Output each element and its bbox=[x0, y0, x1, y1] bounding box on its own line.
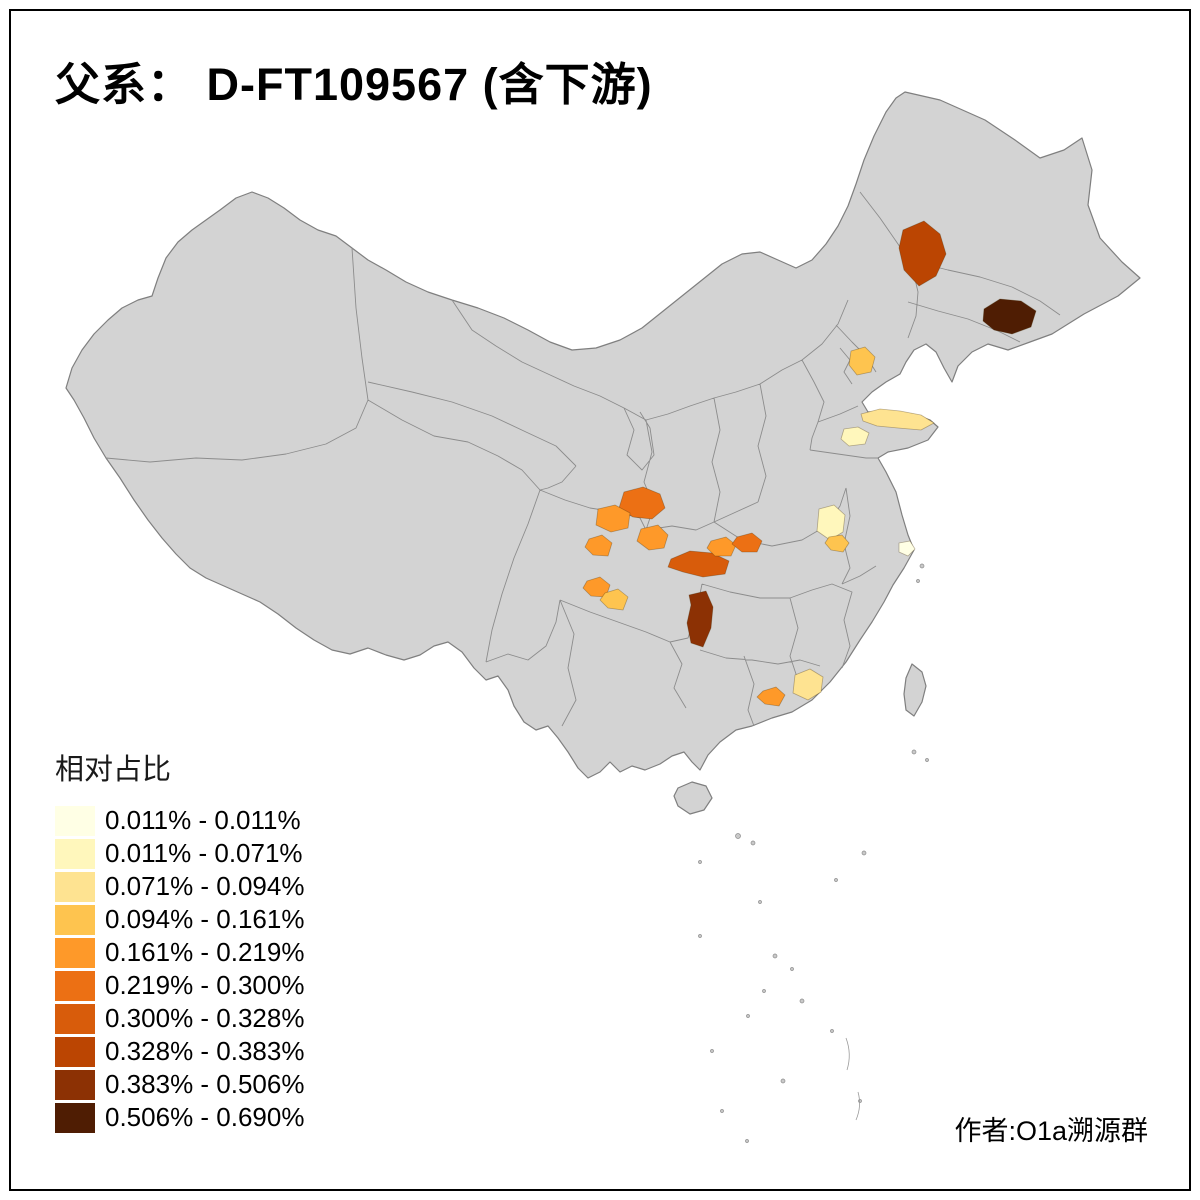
map-region bbox=[898, 220, 947, 287]
map-region bbox=[584, 534, 613, 557]
legend-label: 0.383% - 0.506% bbox=[105, 1069, 305, 1099]
legend-swatch bbox=[55, 871, 95, 902]
map-region bbox=[898, 540, 916, 557]
map-region bbox=[840, 426, 870, 447]
map-region bbox=[636, 524, 669, 551]
legend-swatch bbox=[55, 805, 95, 836]
legend-swatch bbox=[55, 1102, 95, 1133]
page-title: 父系： D-FT109567 (含下游) bbox=[55, 59, 653, 110]
map-region bbox=[686, 590, 714, 648]
taiwan-island bbox=[903, 663, 927, 717]
map-region bbox=[756, 686, 786, 707]
map-region bbox=[848, 346, 876, 376]
legend-label: 0.011% - 0.071% bbox=[105, 838, 303, 868]
legend-swatch bbox=[55, 937, 95, 968]
legend-label: 0.219% - 0.300% bbox=[105, 970, 305, 1000]
map-region bbox=[599, 588, 629, 611]
map-region bbox=[816, 504, 846, 541]
legend-row: 0.011% - 0.071% bbox=[55, 837, 304, 870]
china-outline bbox=[65, 91, 1141, 779]
legend-row: 0.383% - 0.506% bbox=[55, 1068, 304, 1101]
legend-row: 0.219% - 0.300% bbox=[55, 969, 304, 1002]
legend-title: 相对占比 bbox=[55, 754, 172, 786]
legend-swatch bbox=[55, 904, 95, 935]
legend-label: 0.300% - 0.328% bbox=[105, 1003, 305, 1033]
map-region bbox=[731, 532, 763, 553]
legend-label: 0.328% - 0.383% bbox=[105, 1036, 305, 1066]
south-china-sea-islands bbox=[698, 563, 929, 1143]
map-region bbox=[860, 408, 935, 431]
map-region bbox=[706, 536, 737, 557]
map-region bbox=[792, 668, 824, 701]
legend-row: 0.011% - 0.011% bbox=[55, 804, 304, 837]
legend-label: 0.161% - 0.219% bbox=[105, 937, 305, 967]
map-region bbox=[824, 534, 850, 553]
map-region bbox=[595, 504, 631, 533]
legend-swatch bbox=[55, 970, 95, 1001]
legend-swatch bbox=[55, 1003, 95, 1034]
legend-label: 0.094% - 0.161% bbox=[105, 904, 305, 934]
legend-swatch bbox=[55, 838, 95, 869]
map-region bbox=[667, 550, 730, 578]
legend-row: 0.300% - 0.328% bbox=[55, 1002, 304, 1035]
legend-row: 0.506% - 0.690% bbox=[55, 1101, 304, 1134]
legend-row: 0.094% - 0.161% bbox=[55, 903, 304, 936]
legend-label: 0.071% - 0.094% bbox=[105, 871, 305, 901]
legend-row: 0.328% - 0.383% bbox=[55, 1035, 304, 1068]
legend-row: 0.161% - 0.219% bbox=[55, 936, 304, 969]
legend-row: 0.071% - 0.094% bbox=[55, 870, 304, 903]
legend: 相对占比 0.011% - 0.011% 0.011% - 0.071% 0.0… bbox=[55, 746, 304, 1134]
legend-swatch bbox=[55, 1036, 95, 1067]
author-credit: 作者:O1a溯源群 bbox=[954, 1116, 1148, 1146]
map-region bbox=[982, 298, 1037, 335]
legend-label: 0.011% - 0.011% bbox=[105, 805, 301, 835]
highlighted-regions bbox=[582, 220, 1037, 707]
legend-label: 0.506% - 0.690% bbox=[105, 1102, 305, 1132]
legend-swatch bbox=[55, 1069, 95, 1100]
hainan-island bbox=[673, 781, 713, 815]
